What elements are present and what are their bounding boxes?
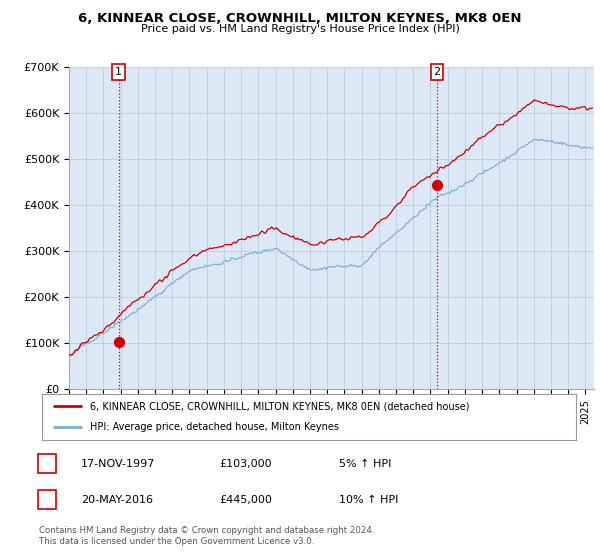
Text: 17-NOV-1997: 17-NOV-1997 — [81, 459, 155, 469]
Text: 6, KINNEAR CLOSE, CROWNHILL, MILTON KEYNES, MK8 0EN (detached house): 6, KINNEAR CLOSE, CROWNHILL, MILTON KEYN… — [90, 401, 470, 411]
Text: HPI: Average price, detached house, Milton Keynes: HPI: Average price, detached house, Milt… — [90, 422, 339, 432]
Text: 2: 2 — [433, 67, 440, 77]
Text: £445,000: £445,000 — [219, 494, 272, 505]
Point — [114, 337, 124, 346]
Text: 6, KINNEAR CLOSE, CROWNHILL, MILTON KEYNES, MK8 0EN: 6, KINNEAR CLOSE, CROWNHILL, MILTON KEYN… — [78, 12, 522, 25]
Point — [432, 180, 442, 189]
Text: 2: 2 — [43, 494, 50, 505]
Text: 1: 1 — [43, 459, 50, 469]
Text: 10% ↑ HPI: 10% ↑ HPI — [339, 494, 398, 505]
Text: £103,000: £103,000 — [219, 459, 272, 469]
Text: Contains HM Land Registry data © Crown copyright and database right 2024.
This d: Contains HM Land Registry data © Crown c… — [39, 526, 374, 546]
Text: Price paid vs. HM Land Registry's House Price Index (HPI): Price paid vs. HM Land Registry's House … — [140, 24, 460, 34]
Text: 20-MAY-2016: 20-MAY-2016 — [81, 494, 153, 505]
Text: 5% ↑ HPI: 5% ↑ HPI — [339, 459, 391, 469]
Text: 1: 1 — [115, 67, 122, 77]
